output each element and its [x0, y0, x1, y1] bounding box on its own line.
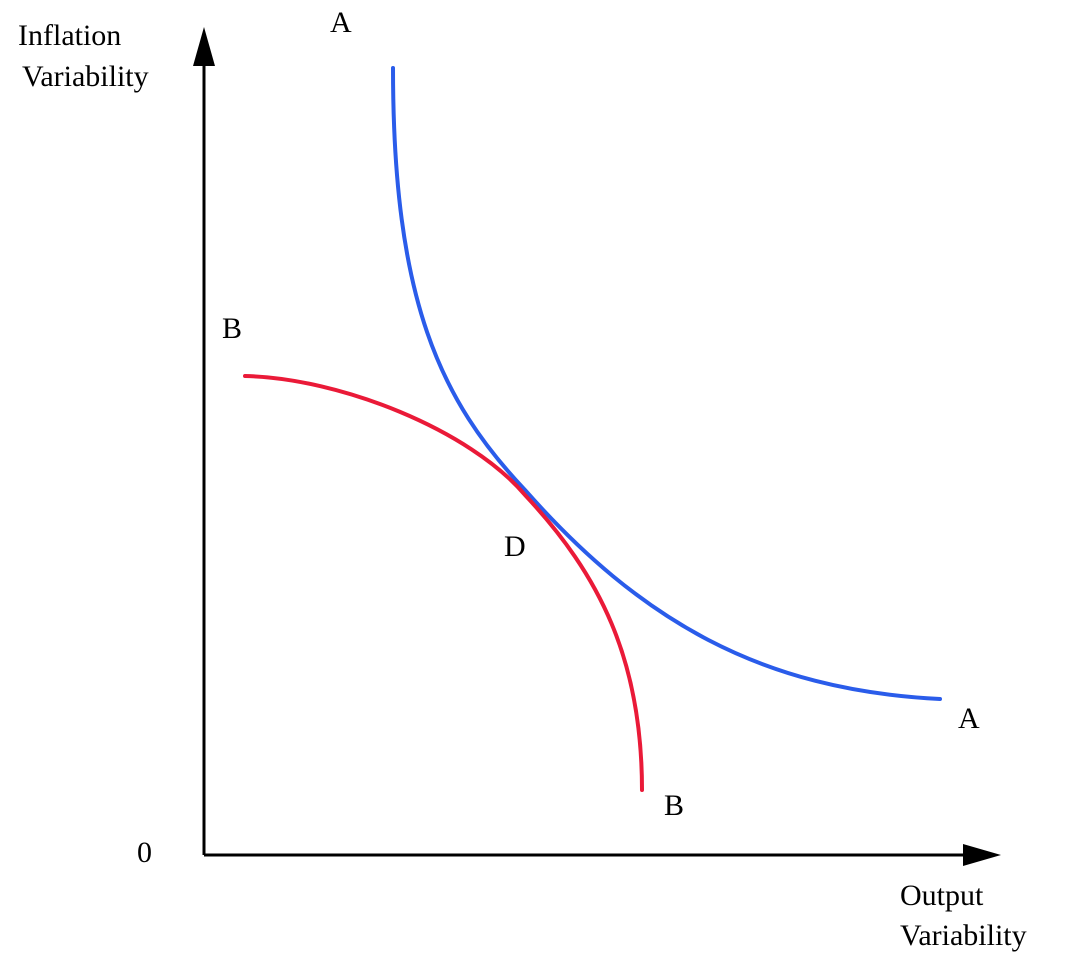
point-d-label: D: [504, 530, 526, 563]
x-axis-label-line1: Output: [900, 879, 984, 912]
origin-label: 0: [137, 836, 152, 869]
b-curve-label-end: B: [664, 789, 684, 822]
a-curve-label-end: A: [958, 702, 980, 735]
a-curve-label-start: A: [330, 6, 352, 39]
b-curve-label-start: B: [222, 312, 242, 345]
y-axis-label-line1: Inflation: [18, 19, 121, 52]
a-curve: [391, 66, 942, 701]
b-curve: [243, 374, 644, 792]
y-axis-label-line2: Variability: [22, 60, 149, 93]
x-axis-arrowhead: [963, 844, 1001, 866]
x-axis-label-line2: Variability: [900, 919, 1027, 952]
y-axis-arrowhead: [193, 27, 215, 66]
